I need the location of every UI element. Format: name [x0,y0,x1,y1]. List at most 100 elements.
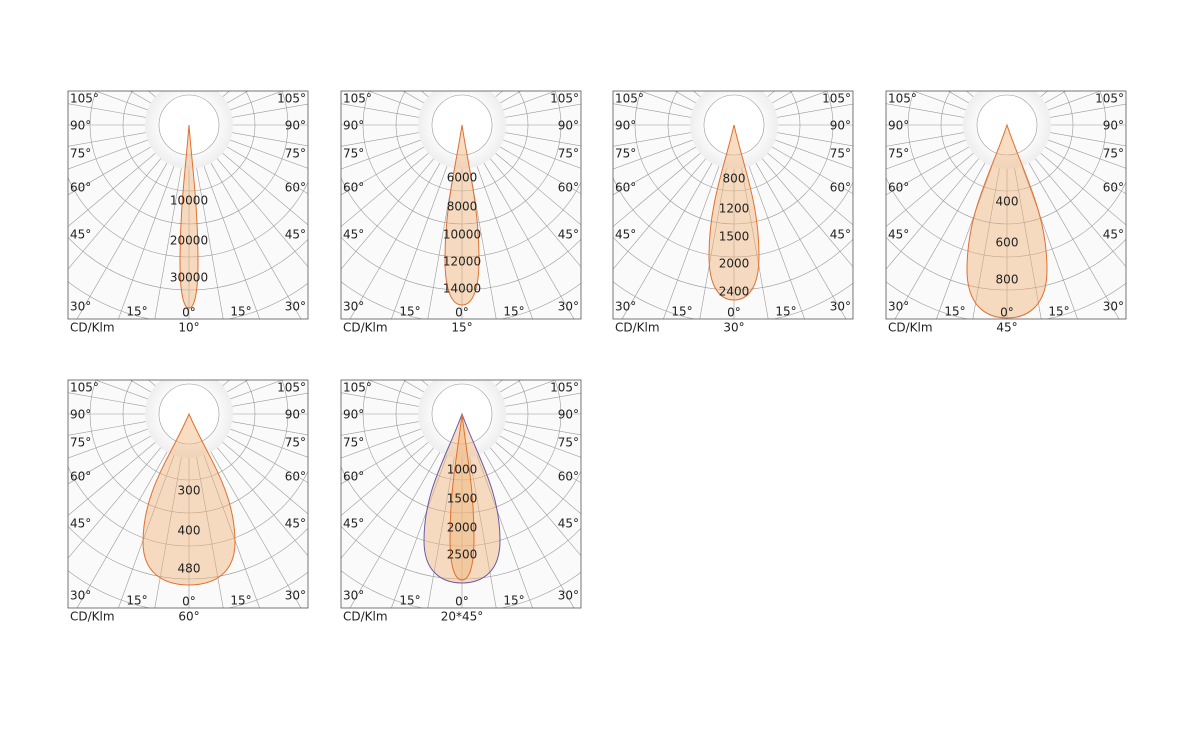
grid-spoke [886,141,979,196]
grid-spoke [219,136,308,169]
angle-label: 15° [775,305,796,319]
grid-spoke [699,157,729,319]
angle-label: 45° [285,228,306,242]
grid-spoke [341,439,442,559]
grid-spoke [739,91,741,93]
angle-label: 75° [888,147,909,161]
grid-spoke [1000,91,1002,93]
angle-label: 90° [830,119,851,133]
polar-grid [886,91,1126,319]
grid-spoke [209,150,308,268]
grid-spoke [492,380,557,403]
ring-label: 1500 [719,230,750,244]
angle-label: 30° [1103,300,1124,314]
angle-label: 90° [285,408,306,422]
grid-spoke [1039,130,1126,147]
grid-spoke [936,155,996,319]
angle-label: 15° [399,305,420,319]
grid-spoke [68,439,169,559]
ring-label: 2500 [447,548,478,562]
beam-label: 15° [451,321,472,335]
grid-spoke [341,130,430,147]
beam-label: 30° [723,321,744,335]
angle-label: 75° [343,436,364,450]
grid-spoke [217,430,308,484]
grid-spoke [886,103,975,120]
angle-label: 45° [343,228,364,242]
grid-spoke [766,130,853,147]
panel-frame [67,90,309,320]
angle-label: 90° [343,119,364,133]
grid-spoke [663,155,723,319]
angle-label: 15° [230,594,251,608]
grid-spoke [68,130,157,147]
grid-spoke [613,150,714,270]
angle-label: 45° [615,228,636,242]
grid-spoke [154,157,184,319]
angle-label: 105° [822,92,851,106]
angle-label: 90° [70,119,91,133]
grid-spoke [473,444,533,608]
polar-grid [341,380,581,608]
grid-spoke [421,91,437,105]
ring-label: 800 [996,273,1019,287]
ring-label: 1500 [447,492,478,506]
angle-label: 105° [550,92,579,106]
angle-label: 105° [70,92,99,106]
grid-spoke [490,430,581,484]
angle-label: 0° [727,306,741,320]
grid-spoke [714,91,718,97]
angle-label: 75° [70,147,91,161]
grid-spoke [467,91,469,93]
grid-spoke [492,91,557,114]
angle-label: 60° [888,181,909,195]
grid-spoke [68,392,157,409]
grid-spoke [169,91,173,97]
grid-spoke [613,103,702,120]
angle-label: 45° [70,228,91,242]
ring-label: 2000 [719,257,750,271]
grid-spoke [613,130,702,147]
grid-spoke [68,150,169,270]
grid-spoke [341,136,432,170]
angle-label: 105° [277,92,306,106]
grid-spoke [1039,103,1126,120]
ring-label: 400 [996,195,1019,209]
angle-label: 15° [671,305,692,319]
beam-label: 45° [996,321,1017,335]
grid-spoke [205,442,302,608]
grid-spoke [209,439,308,557]
angle-label: 15° [1048,305,1069,319]
grid-spoke [205,91,209,97]
polar-grid [68,380,308,608]
angle-label: 105° [888,92,917,106]
angle-label: 90° [343,408,364,422]
grid-spoke [194,91,196,93]
grid-spoke [391,155,451,319]
angle-label: 75° [70,436,91,450]
beam-lobe [179,124,199,309]
beam-lobe [423,412,501,584]
grid-spoke [693,91,709,105]
grid-spoke [1032,145,1126,226]
grid-spoke [639,91,704,114]
grid-spoke [613,141,706,196]
angle-label: 75° [343,147,364,161]
grid-spoke [341,103,430,120]
grid-spoke [68,141,161,196]
unit-label: CD/Klm [615,321,660,335]
angle-label: 45° [285,517,306,531]
grid-spoke [467,446,497,608]
grid-spoke [473,91,475,95]
angle-label: 60° [558,181,579,195]
grid-spoke [68,419,157,436]
angle-label: 60° [558,470,579,484]
grid-spoke [200,155,260,319]
angle-label: 45° [558,228,579,242]
grid-spoke [1023,153,1120,319]
grid-spoke [613,136,704,170]
angle-label: 15° [503,594,524,608]
grid-spoke [442,91,446,97]
grid-spoke [341,392,430,409]
grid-spoke [912,91,977,114]
